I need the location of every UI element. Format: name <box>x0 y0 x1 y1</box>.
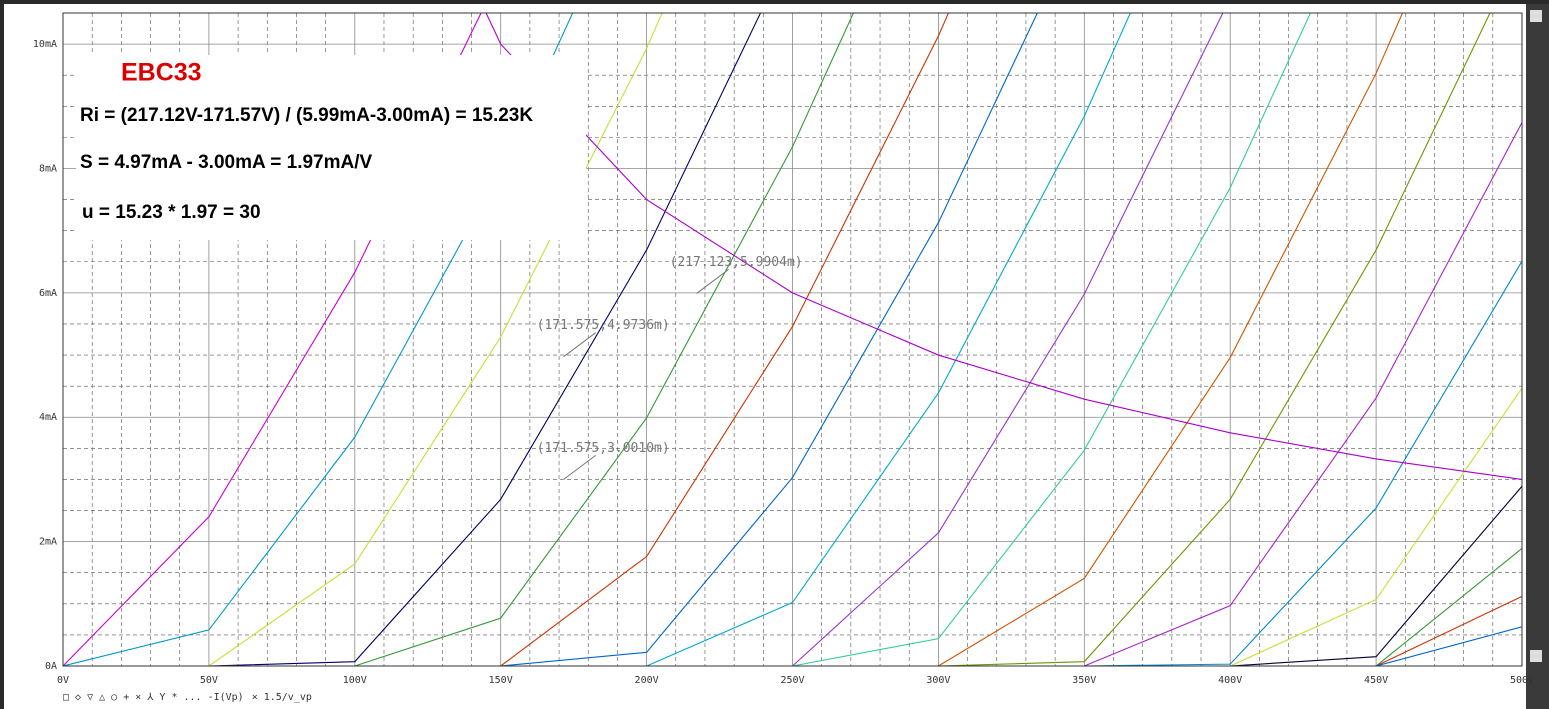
x-tick-label: 500V <box>1510 675 1534 686</box>
cursor-leader <box>563 454 596 480</box>
curve <box>63 13 950 666</box>
x-tick-label: 100V <box>343 675 367 686</box>
y-tick-label: 4mA <box>39 412 57 423</box>
cursor-label: (217.123,5.9904m) <box>670 255 803 270</box>
curve <box>63 13 1038 666</box>
plot-frame <box>62 12 1523 667</box>
curve <box>63 13 663 666</box>
legend: □ ◇ ▽ △ ○ + × ⅄ Y * ... -I(Vp) × 1.5/v_vp <box>63 692 312 703</box>
legend-label: 1.5/v_vp <box>264 692 312 703</box>
x-tick-label: 0V <box>57 675 69 686</box>
cursor-label: (171.575,3.0010m) <box>537 441 670 456</box>
curve <box>63 13 762 666</box>
cursor-leader <box>563 332 596 358</box>
curve <box>63 485 1522 666</box>
textbox-line: S = 4.97mA - 3.00mA = 1.97mA/V <box>80 152 373 173</box>
textbox: EBC33 Ri = (217.12V-171.57V) / (5.99mA-3… <box>76 55 586 240</box>
textbox-line: u = 15.23 * 1.97 = 30 <box>82 202 261 223</box>
curve <box>63 260 1522 666</box>
x-tick-label: 300V <box>926 675 950 686</box>
curve <box>63 13 1131 666</box>
y-tick-label: 0A <box>45 661 57 672</box>
curve <box>63 13 855 666</box>
legend-symbols: × <box>252 692 258 703</box>
cursor-leader <box>696 269 729 294</box>
x-tick-label: 200V <box>635 675 659 686</box>
textbox-line: Ri = (217.12V-171.57V) / (5.99mA-3.00mA)… <box>80 105 533 126</box>
curve <box>63 122 1522 666</box>
y-tick-label: 2mA <box>39 537 57 548</box>
curve <box>63 387 1522 666</box>
legend-symbols: □ ◇ ▽ △ ○ + × ⅄ Y * ... <box>63 692 202 703</box>
y-tick-label: 6mA <box>39 288 57 299</box>
y-tick-label: 10mA <box>33 39 57 50</box>
curve <box>63 13 1491 666</box>
x-tick-label: 350V <box>1072 675 1096 686</box>
x-tick-label: 450V <box>1364 675 1388 686</box>
x-tick-label: 50V <box>200 675 218 686</box>
x-tick-label: 150V <box>489 675 513 686</box>
curve <box>63 13 1224 666</box>
cursor-label: (171.575,4.9736m) <box>537 318 670 333</box>
x-tick-label: 250V <box>780 675 804 686</box>
textbox-background <box>76 55 586 240</box>
y-tick-label: 8mA <box>39 163 57 174</box>
side-strip <box>1526 4 1549 709</box>
side-button[interactable] <box>1530 10 1542 22</box>
legend-label: -I(Vp) <box>208 692 244 703</box>
curve <box>63 13 1404 666</box>
side-button[interactable] <box>1530 650 1542 662</box>
curve <box>63 13 1312 666</box>
textbox-title: EBC33 <box>121 59 202 87</box>
x-tick-label: 400V <box>1218 675 1242 686</box>
